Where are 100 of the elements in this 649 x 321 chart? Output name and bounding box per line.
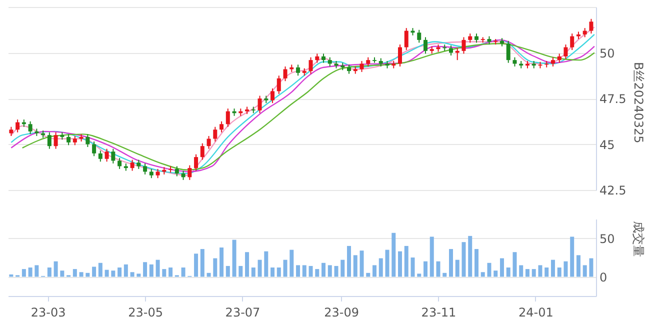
bar <box>410 258 415 277</box>
bar <box>589 258 594 277</box>
bar <box>118 268 122 277</box>
bar <box>22 269 26 277</box>
bar <box>162 269 166 277</box>
candlestick <box>188 164 192 180</box>
bar <box>519 265 524 277</box>
bar <box>60 270 64 277</box>
candlestick <box>174 166 179 177</box>
bar <box>168 268 173 277</box>
bar <box>544 268 549 277</box>
bar <box>392 232 396 277</box>
bar <box>28 268 32 277</box>
candlestick <box>360 60 364 72</box>
candlestick <box>213 126 218 142</box>
candlestick <box>111 148 116 164</box>
bar <box>500 258 504 277</box>
bar <box>448 249 453 277</box>
candlestick <box>130 159 134 172</box>
candlestick <box>9 126 14 137</box>
candlestick <box>200 142 204 160</box>
candlestick <box>455 48 460 61</box>
candlestick <box>16 119 20 133</box>
bar <box>296 265 300 277</box>
bar <box>487 262 492 277</box>
candlestick <box>28 120 32 135</box>
candlestick <box>220 120 224 133</box>
candlestick <box>92 141 96 157</box>
bar <box>156 260 160 277</box>
bar <box>86 272 90 277</box>
bar <box>98 262 102 277</box>
y-tick-label: 45 <box>600 138 615 152</box>
y-tick-label: 50 <box>600 46 615 60</box>
bar <box>404 246 408 277</box>
bar <box>149 264 154 277</box>
candlestick <box>86 134 90 148</box>
candlestick <box>181 170 186 180</box>
candlestick <box>72 136 77 146</box>
y-axis-title: 成交量 <box>632 220 646 257</box>
candlestick <box>308 56 313 74</box>
x-tick-label: 24-01 <box>518 306 554 320</box>
bar <box>54 261 58 277</box>
candlestick <box>550 56 555 67</box>
candlestick <box>468 33 472 44</box>
bar <box>315 269 320 277</box>
candlestick <box>104 148 109 162</box>
candlestick <box>136 159 141 170</box>
bar <box>328 265 332 277</box>
bar <box>378 258 383 277</box>
bar <box>226 266 230 277</box>
bar <box>436 261 440 277</box>
bar <box>423 261 428 277</box>
bar <box>564 261 568 277</box>
bar <box>506 268 510 277</box>
candlestick <box>258 95 262 114</box>
candlestick <box>276 75 281 94</box>
candlestick <box>417 29 422 44</box>
bar <box>582 265 587 277</box>
bar <box>111 270 116 277</box>
candlestick <box>570 33 574 51</box>
bar <box>398 251 402 277</box>
bar <box>372 265 377 277</box>
bar <box>143 262 148 277</box>
x-tick-label: 23-07 <box>225 306 260 320</box>
bar <box>104 270 109 277</box>
bar <box>206 272 211 277</box>
bar <box>538 265 542 277</box>
bar <box>455 260 460 277</box>
candlestick <box>47 132 52 150</box>
bar <box>245 252 250 277</box>
bar <box>136 274 141 277</box>
bar <box>276 268 281 277</box>
bar <box>525 269 530 277</box>
bar <box>270 268 275 277</box>
candlestick <box>194 154 198 172</box>
candlestick <box>512 56 517 67</box>
bar <box>576 255 580 277</box>
bar <box>385 250 390 277</box>
y-tick-label: 0 <box>600 270 608 284</box>
bar <box>366 272 370 277</box>
candlestick <box>270 88 275 104</box>
bar <box>480 272 485 277</box>
candlestick <box>462 36 466 54</box>
bar <box>213 258 218 277</box>
x-tick-label: 23-03 <box>30 306 66 320</box>
bar <box>264 251 268 277</box>
bar <box>550 260 555 277</box>
bar <box>442 272 447 277</box>
bar <box>468 236 472 277</box>
candlestick <box>564 44 568 60</box>
y-tick-label: 42.5 <box>600 184 626 198</box>
candlestick <box>206 136 211 150</box>
y-tick-label: 50 <box>600 232 615 246</box>
candlestick <box>143 162 148 175</box>
bar <box>347 246 352 277</box>
candlestick <box>366 56 370 67</box>
bar <box>34 265 39 277</box>
x-tick-label: 23-11 <box>421 306 456 320</box>
y-axis-title: B丝20240325 <box>632 62 646 144</box>
candlestick <box>474 33 478 44</box>
